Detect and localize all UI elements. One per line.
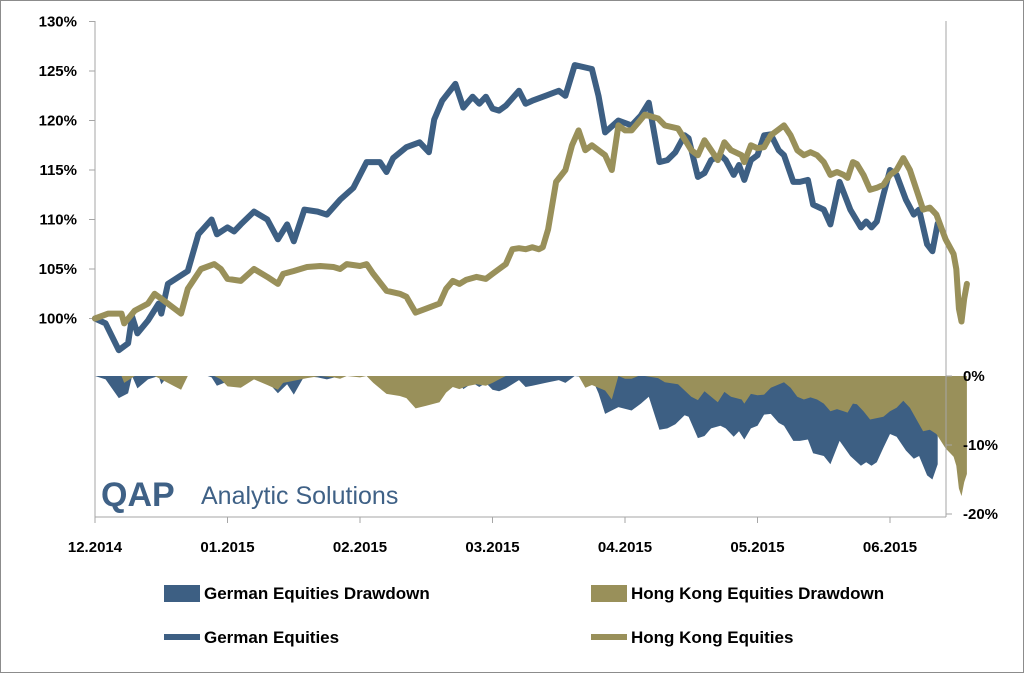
axes xyxy=(89,21,952,523)
tick-labels: 12.2014 01.2015 02.2015 03.2015 04.2015 05.20… xyxy=(39,14,998,557)
german-drawdown-area xyxy=(95,376,938,480)
legend-label-german-drawdown: German Equities Drawdown xyxy=(204,584,430,603)
x-tick-label: 06.2015 xyxy=(863,539,917,556)
equity-lines xyxy=(92,62,970,354)
x-tick-label: 04.2015 xyxy=(598,539,652,556)
y2-tick-label: 0% xyxy=(963,368,985,385)
y-tick-label: 100% xyxy=(39,311,77,328)
watermark-main: QAP xyxy=(101,476,175,514)
legend-label-german: German Equities xyxy=(204,628,339,647)
drawdown-areas xyxy=(95,376,967,497)
hk-equities-line xyxy=(92,111,970,327)
legend-swatch-german-drawdown xyxy=(164,585,200,602)
x-tick-label: 02.2015 xyxy=(333,539,387,556)
x-tick-label: 12.2014 xyxy=(68,539,123,556)
x-tick-label: 01.2015 xyxy=(200,539,254,556)
watermark: QAP Analytic Solutions xyxy=(101,476,398,514)
y2-tick-label: -10% xyxy=(963,437,998,454)
x-tick-label: 05.2015 xyxy=(730,539,784,556)
y-tick-label: 115% xyxy=(39,162,77,179)
german-equities-line xyxy=(92,62,941,354)
y-tick-label: 125% xyxy=(39,63,77,80)
legend-label-hk-drawdown: Hong Kong Equities Drawdown xyxy=(631,584,884,603)
y2-tick-label: -20% xyxy=(963,506,998,523)
hk-drawdown-area xyxy=(95,376,967,497)
watermark-sub: Analytic Solutions xyxy=(201,482,398,510)
x-tick-label: 03.2015 xyxy=(465,539,519,556)
y-tick-label: 105% xyxy=(39,261,77,278)
y-tick-label: 110% xyxy=(39,212,77,229)
legend: German Equities Drawdown Hong Kong Equit… xyxy=(164,584,884,647)
y-tick-label: 120% xyxy=(39,113,77,130)
legend-swatch-hk-drawdown xyxy=(591,585,627,602)
y-tick-label: 130% xyxy=(39,14,77,31)
legend-label-hk: Hong Kong Equities xyxy=(631,628,793,647)
